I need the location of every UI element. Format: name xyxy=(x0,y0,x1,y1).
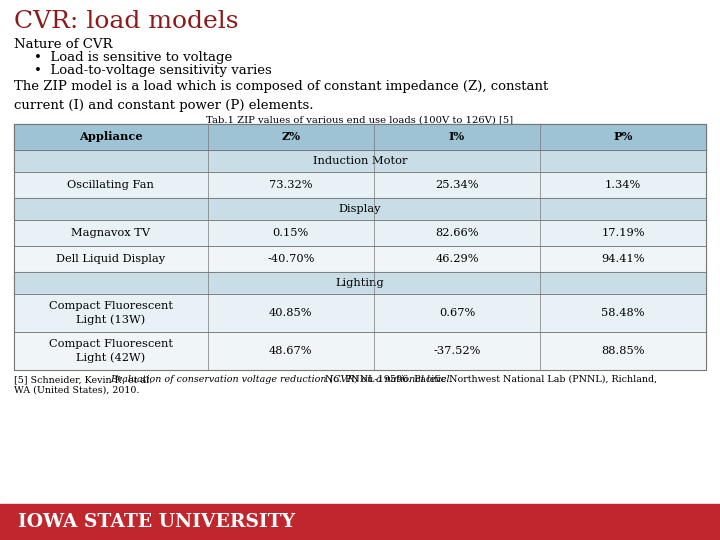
Text: 46.29%: 46.29% xyxy=(435,254,479,264)
Text: -37.52%: -37.52% xyxy=(433,346,480,356)
Bar xyxy=(0,504,720,540)
Text: 1.34%: 1.34% xyxy=(605,180,641,190)
Text: Lighting: Lighting xyxy=(336,278,384,288)
Text: 88.85%: 88.85% xyxy=(601,346,644,356)
Text: Compact Fluorescent
Light (42W): Compact Fluorescent Light (42W) xyxy=(49,340,173,362)
Text: -40.70%: -40.70% xyxy=(267,254,315,264)
Text: Appliance: Appliance xyxy=(79,132,143,143)
Bar xyxy=(14,272,706,294)
Text: •  Load-to-voltage sensitivity varies: • Load-to-voltage sensitivity varies xyxy=(34,64,271,77)
Text: WA (United States), 2010.: WA (United States), 2010. xyxy=(14,385,140,394)
Text: Z%: Z% xyxy=(282,132,300,143)
Text: Compact Fluorescent
Light (13W): Compact Fluorescent Light (13W) xyxy=(49,301,173,325)
Text: 82.66%: 82.66% xyxy=(435,228,479,238)
Bar xyxy=(14,172,706,198)
Text: I%: I% xyxy=(449,132,465,143)
Text: 48.67%: 48.67% xyxy=(269,346,312,356)
Text: IOWA STATE UNIVERSITY: IOWA STATE UNIVERSITY xyxy=(18,513,295,531)
Text: Tab.1 ZIP values of various end use loads (100V to 126V) [5]: Tab.1 ZIP values of various end use load… xyxy=(207,115,513,124)
Text: 0.15%: 0.15% xyxy=(273,228,309,238)
Text: 73.32%: 73.32% xyxy=(269,180,312,190)
Text: 94.41%: 94.41% xyxy=(601,254,644,264)
Text: Oscillating Fan: Oscillating Fan xyxy=(68,180,154,190)
Text: 0.67%: 0.67% xyxy=(438,308,475,318)
Text: P%: P% xyxy=(613,132,633,143)
Bar xyxy=(14,246,706,272)
Text: No. PNNL-19596. Pacific Northwest National Lab (PNNL), Richland,: No. PNNL-19596. Pacific Northwest Nation… xyxy=(322,375,657,384)
Bar xyxy=(14,124,706,150)
Text: Induction Motor: Induction Motor xyxy=(312,156,408,166)
Text: 25.34%: 25.34% xyxy=(435,180,479,190)
Text: [5] Schneider, Kevin P., et al.: [5] Schneider, Kevin P., et al. xyxy=(14,375,156,384)
Text: The ZIP model is a load which is composed of constant impedance (Z), constant
cu: The ZIP model is a load which is compose… xyxy=(14,80,548,111)
Text: Dell Liquid Display: Dell Liquid Display xyxy=(56,254,166,264)
Bar xyxy=(14,124,706,370)
Bar xyxy=(14,294,706,332)
Text: CVR: load models: CVR: load models xyxy=(14,10,238,33)
Bar xyxy=(14,332,706,370)
Text: 58.48%: 58.48% xyxy=(601,308,644,318)
Text: Magnavox TV: Magnavox TV xyxy=(71,228,150,238)
Text: Display: Display xyxy=(338,204,382,214)
Text: 17.19%: 17.19% xyxy=(601,228,644,238)
Text: Nature of CVR: Nature of CVR xyxy=(14,38,112,51)
Text: •  Load is sensitive to voltage: • Load is sensitive to voltage xyxy=(34,51,233,64)
Text: Evaluation of conservation voltage reduction (CVR) on a national level.: Evaluation of conservation voltage reduc… xyxy=(109,375,452,384)
Text: 40.85%: 40.85% xyxy=(269,308,312,318)
Bar xyxy=(14,150,706,172)
Bar xyxy=(14,220,706,246)
Bar xyxy=(14,198,706,220)
